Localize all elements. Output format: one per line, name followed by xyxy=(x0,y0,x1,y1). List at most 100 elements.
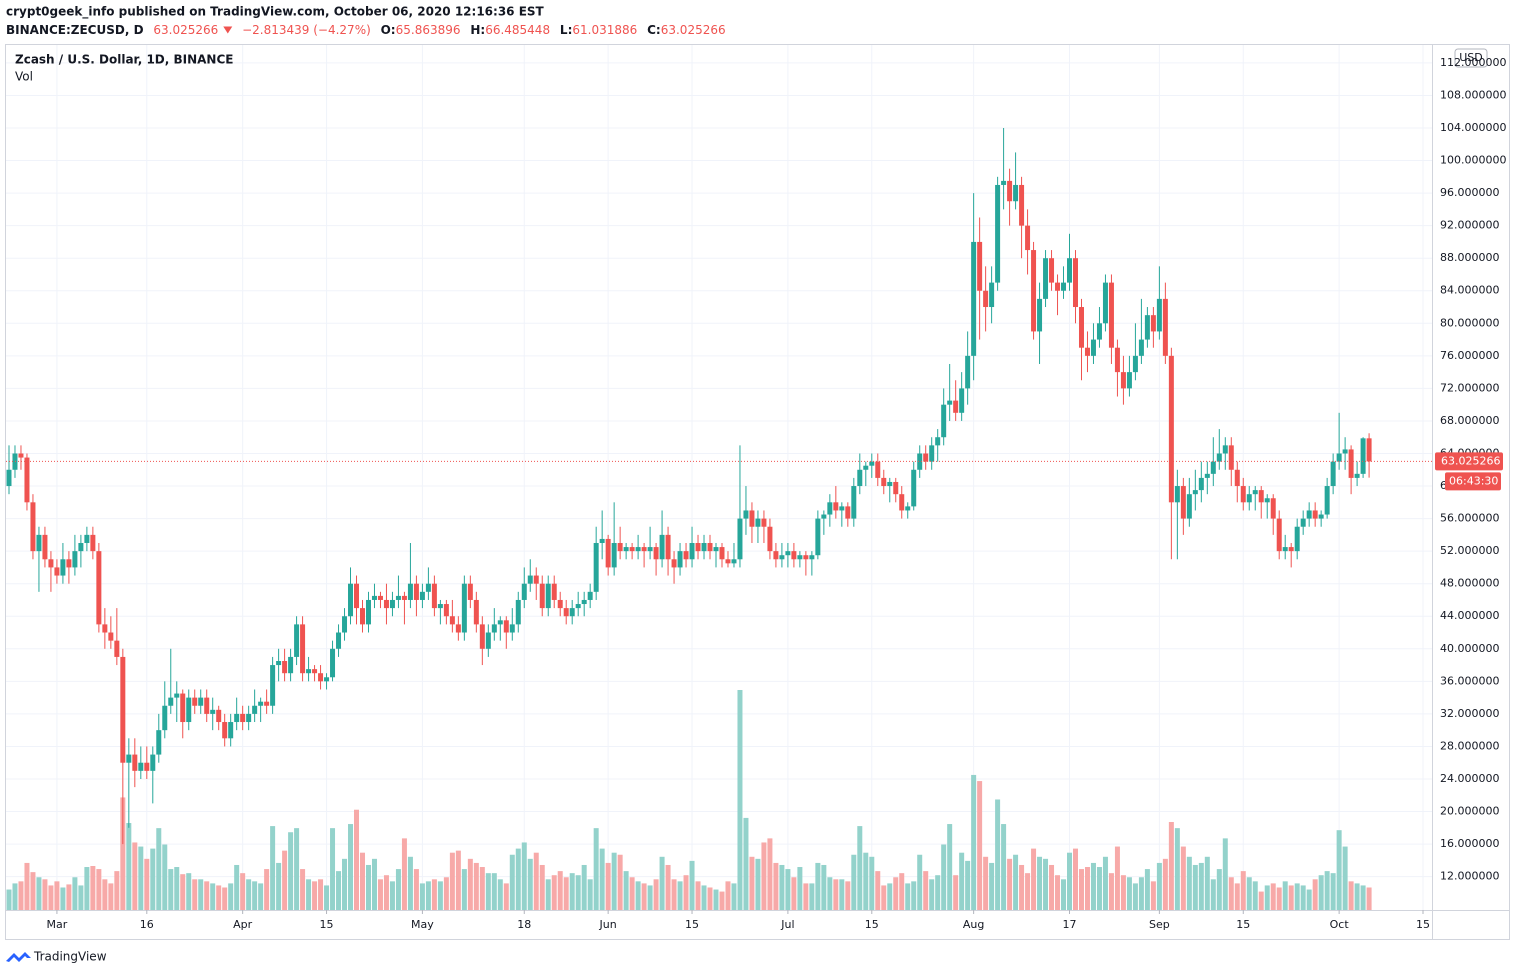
volume-bar xyxy=(30,872,36,910)
down-arrow xyxy=(223,26,233,34)
volume-bar xyxy=(222,887,228,910)
candle-body xyxy=(1270,498,1276,519)
volume-bar xyxy=(461,869,467,910)
candle-body xyxy=(324,677,330,682)
candle-body xyxy=(539,583,545,609)
volume-bar xyxy=(132,842,138,910)
volume-bar xyxy=(863,852,869,910)
close-label: C: xyxy=(647,23,661,37)
candle-body xyxy=(707,543,713,552)
candle-body xyxy=(605,538,611,568)
y-tick-label: 84.000000 xyxy=(1440,284,1500,297)
y-tick-label: 16.000000 xyxy=(1440,837,1500,850)
volume-bar xyxy=(839,879,845,910)
volume-bar xyxy=(1312,879,1318,910)
volume-bar xyxy=(395,869,401,910)
candle-body xyxy=(1037,298,1043,332)
candle-body xyxy=(365,599,371,625)
candle-body xyxy=(941,404,947,438)
volume-bar xyxy=(126,823,132,910)
volume-bar xyxy=(809,883,815,910)
candle-body xyxy=(1306,510,1312,519)
volume-bar xyxy=(1324,871,1330,910)
candle-body xyxy=(851,486,857,519)
candle-body xyxy=(551,583,557,600)
candle-body xyxy=(449,616,455,625)
candle-body xyxy=(90,534,96,552)
candle-body xyxy=(563,608,569,617)
volume-bar xyxy=(401,838,407,910)
brand-logo: TradingView xyxy=(6,950,107,964)
candle-body xyxy=(689,543,695,560)
candle-body xyxy=(911,469,917,507)
candle-body xyxy=(431,583,437,609)
candle-body xyxy=(785,551,791,556)
candle-body xyxy=(413,583,419,600)
candle-body xyxy=(845,506,851,519)
y-tick-label: 52.000000 xyxy=(1440,544,1500,557)
volume-bar xyxy=(1270,883,1276,910)
candle-body xyxy=(1174,486,1180,503)
candle-body xyxy=(1312,510,1318,519)
candle-body xyxy=(84,534,90,544)
low-label: L: xyxy=(560,23,572,37)
candle-body xyxy=(318,673,324,682)
candle-body xyxy=(30,502,36,552)
volume-bar xyxy=(1025,873,1031,910)
volume-bar xyxy=(1019,864,1025,910)
candle-body xyxy=(1031,250,1037,332)
volume-bar xyxy=(12,883,18,910)
volume-bar xyxy=(503,883,509,910)
volume-bar xyxy=(455,850,461,910)
y-tick-label: 108.000000 xyxy=(1440,88,1506,101)
y-tick-label: 56.000000 xyxy=(1440,512,1500,525)
x-tick-label: 15 xyxy=(320,918,334,931)
volume-bar xyxy=(923,871,929,910)
volume-bar xyxy=(306,879,312,910)
candle-body xyxy=(479,624,485,649)
y-tick-label: 20.000000 xyxy=(1440,805,1500,818)
volume-bar xyxy=(156,828,162,910)
candle-body xyxy=(1336,453,1342,462)
candle-body xyxy=(168,697,174,706)
y-tick-label: 92.000000 xyxy=(1440,219,1500,232)
volume-bar xyxy=(1186,856,1192,910)
volume-bar xyxy=(1037,856,1043,910)
low-value: 61.031886 xyxy=(572,23,637,37)
candle-body xyxy=(276,660,282,666)
currency-badge[interactable] xyxy=(1454,48,1488,68)
volume-bar xyxy=(569,873,575,910)
volume-bar xyxy=(905,883,911,910)
volume-bar xyxy=(1067,852,1073,910)
volume-bar xyxy=(425,881,431,910)
x-tick-label: Jun xyxy=(599,918,617,931)
volume-bar xyxy=(365,864,371,910)
volume-bar xyxy=(1102,856,1108,910)
volume-bar xyxy=(833,879,839,910)
volume-bar xyxy=(623,871,629,910)
candle-body xyxy=(102,624,108,633)
volume-bar xyxy=(389,881,395,910)
candle-body xyxy=(635,547,641,552)
volume-bar xyxy=(1007,858,1013,910)
volume-bar xyxy=(120,797,126,910)
volume-bar xyxy=(78,885,84,910)
candle-body xyxy=(234,713,240,723)
volume-bar xyxy=(1001,824,1007,910)
volume-bar xyxy=(1288,885,1294,910)
volume-bar xyxy=(797,867,803,910)
volume-bar xyxy=(240,873,246,910)
y-tick-label: 104.000000 xyxy=(1440,121,1506,134)
volume-bar xyxy=(659,856,665,910)
candle-body xyxy=(587,591,593,600)
volume-bar xyxy=(144,858,150,910)
volume-bar xyxy=(449,852,455,910)
candle-body xyxy=(959,388,965,413)
y-tick-label: 36.000000 xyxy=(1440,674,1500,687)
volume-bar xyxy=(497,879,503,910)
volume-bar xyxy=(324,885,330,910)
candle-body xyxy=(24,457,30,503)
countdown-box xyxy=(1445,472,1501,491)
volume-bar xyxy=(54,881,60,910)
volume-bar xyxy=(1342,846,1348,910)
